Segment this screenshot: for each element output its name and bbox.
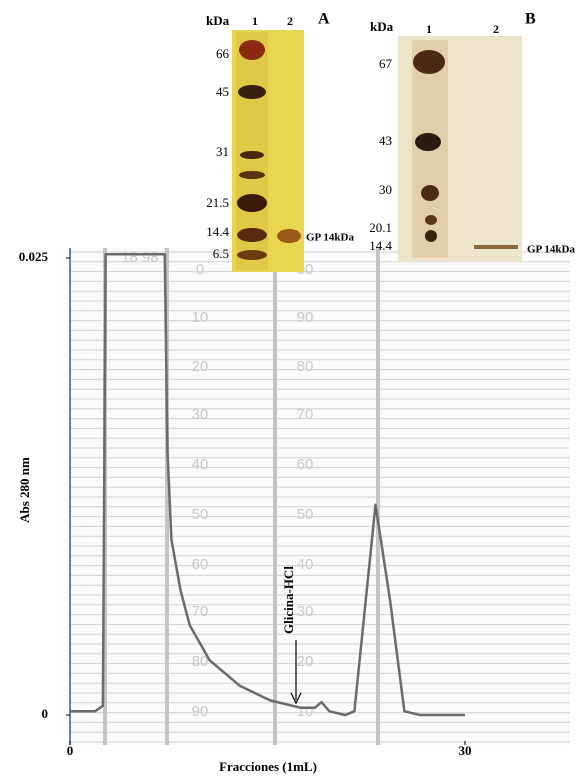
paper-label: 40 — [297, 556, 314, 573]
marker: 6.5 — [213, 246, 229, 261]
paper-label: 30 — [192, 406, 209, 423]
paper-label: 18 98 — [121, 249, 159, 266]
y-axis-label: Abs 280 nm — [17, 457, 32, 523]
band — [238, 85, 266, 99]
band — [237, 194, 267, 212]
paper-label: 20 — [297, 653, 314, 670]
marker: 67 — [379, 56, 393, 71]
paper-label: 10 — [297, 703, 314, 720]
marker: 66 — [216, 46, 230, 61]
paper-label: 80 — [192, 653, 209, 670]
paper-label: 0 — [196, 261, 204, 278]
marker: 31 — [216, 144, 229, 159]
y-tick-label: 0 — [42, 706, 49, 721]
panel-label: B — [525, 11, 536, 28]
band — [277, 229, 301, 243]
paper-label: 60 — [297, 456, 314, 473]
lane-label: 2 — [493, 22, 499, 36]
marker: 45 — [216, 84, 229, 99]
band-label: GP 14kDa — [306, 232, 354, 244]
gel-a — [232, 30, 304, 272]
paper-label: 50 — [297, 506, 314, 523]
gel-b — [398, 36, 522, 262]
band — [425, 230, 437, 242]
band — [425, 215, 437, 225]
annotation: Glicina-HCl — [281, 566, 296, 634]
band — [413, 50, 445, 74]
panel-label: A — [318, 11, 330, 28]
x-axis-label: Fracciones (1mL) — [219, 759, 317, 774]
y-tick-label: 0.025 — [19, 249, 49, 264]
paper-label: 90 — [192, 703, 209, 720]
unit: kDa — [206, 13, 230, 28]
unit: kDa — [370, 19, 394, 34]
lane-label: 1 — [252, 14, 258, 28]
band-label: GP 14kDa — [527, 244, 575, 256]
band — [421, 185, 439, 201]
marker: 30 — [379, 182, 392, 197]
x-tick-label: 0 — [67, 743, 74, 758]
band — [237, 250, 267, 260]
paper-label: 80 — [297, 358, 314, 375]
marker: 43 — [379, 133, 392, 148]
chart-paper: 0102030405060708090009080706050403020101… — [69, 248, 570, 745]
paper-label: 30 — [297, 603, 314, 620]
paper-label: 70 — [297, 406, 314, 423]
band — [240, 151, 264, 159]
paper-label: 60 — [192, 556, 209, 573]
paper-label: 50 — [192, 506, 209, 523]
marker: 14.4 — [369, 238, 392, 253]
marker: 14.4 — [206, 224, 229, 239]
paper-label: 20 — [192, 358, 209, 375]
arrow-head — [290, 692, 302, 705]
trace — [70, 253, 465, 717]
lane-label: 2 — [287, 14, 293, 28]
marker: 20.1 — [369, 220, 392, 235]
band — [474, 245, 518, 249]
marker: 21.5 — [206, 195, 229, 210]
paper-label: 40 — [192, 456, 209, 473]
band — [237, 228, 267, 242]
paper-label: 70 — [192, 603, 209, 620]
plot: 0 0.025 0 30 — [19, 249, 472, 758]
band — [415, 133, 441, 151]
x-tick-label: 30 — [459, 743, 472, 758]
lane-label: 1 — [426, 22, 432, 36]
paper-label: 10 — [192, 309, 209, 326]
band — [239, 171, 265, 179]
paper-label: 90 — [297, 309, 314, 326]
band — [239, 40, 265, 60]
